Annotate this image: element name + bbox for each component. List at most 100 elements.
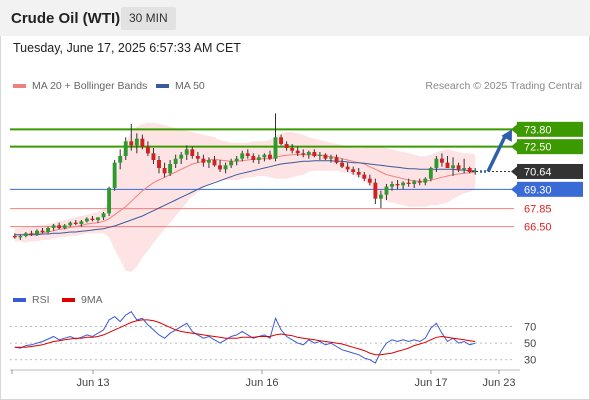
candle-body: [395, 184, 400, 186]
candle-body: [62, 225, 67, 228]
candle-body: [129, 141, 134, 146]
candle-body: [112, 162, 117, 188]
level-label-bg: [517, 121, 583, 137]
candle-body: [162, 168, 167, 174]
level-label-pointer: [511, 124, 517, 135]
candle-body: [384, 186, 389, 195]
legend-ma50: MA 50: [156, 80, 205, 92]
candle-body: [79, 221, 84, 224]
candle-body: [428, 168, 433, 179]
candle-body: [123, 141, 128, 156]
rsi-tick-label: 70: [524, 322, 536, 334]
candle-body: [101, 213, 106, 218]
level-label-bg: [517, 163, 583, 179]
chart-header: Crude Oil (WTI) 30 MIN: [0, 0, 590, 36]
candle-body: [301, 153, 306, 155]
candle-body: [329, 157, 333, 159]
x-tick-label: Jun 17: [414, 377, 447, 389]
candle-body: [323, 154, 328, 159]
level-value-text: 73.80: [524, 124, 552, 136]
interval-badge[interactable]: 30 MIN: [121, 7, 176, 30]
legend-rsi-label: RSI: [32, 294, 50, 306]
rsi-line: [14, 311, 476, 364]
candle-body: [306, 152, 311, 155]
candle-body: [23, 233, 28, 236]
level-label-bg: [517, 181, 583, 197]
candle-body: [157, 160, 161, 168]
candle-body: [434, 158, 439, 168]
candle-body: [373, 182, 378, 199]
candle-body: [84, 218, 89, 222]
level-label-67.85: 67.85: [524, 204, 552, 216]
candle-body: [268, 154, 272, 159]
candle-body: [218, 165, 222, 170]
candle-body: [378, 194, 383, 199]
ma9-swatch: [62, 298, 75, 303]
instrument-title: Crude Oil (WTI): [11, 10, 121, 27]
candle-body: [90, 218, 95, 220]
candle-body: [467, 168, 472, 172]
copyright-text: Research © 2025 Trading Central: [425, 80, 582, 92]
candle-body: [234, 158, 239, 162]
candle-body: [445, 162, 450, 168]
candle-body: [462, 168, 467, 170]
rsi-swatch: [13, 298, 26, 303]
ma50-line: [14, 160, 476, 236]
level-label-72.50: 72.50: [511, 139, 583, 155]
level-value-text: 72.50: [524, 142, 552, 154]
candle-body: [295, 150, 300, 154]
candle-body: [340, 162, 345, 167]
candle-body: [406, 182, 411, 184]
level-label-69.30: 69.30: [511, 181, 583, 197]
candle-body: [256, 157, 261, 160]
candle-body: [223, 165, 228, 170]
candle-body: [284, 144, 289, 148]
rsi-tick-label: 30: [524, 355, 536, 367]
ma20-swatch: [13, 84, 26, 89]
candle-body: [390, 184, 394, 187]
candle-body: [273, 137, 278, 159]
legend-rsi: RSI: [13, 294, 50, 306]
candle-body: [134, 138, 139, 146]
candle-body: [312, 152, 317, 156]
legend-ma20-label: MA 20 + Bollinger Bands: [32, 80, 148, 92]
rsi-9ma-line: [14, 319, 476, 356]
candle-body: [439, 158, 444, 163]
level-value-text: 70.64: [524, 166, 552, 178]
candle-body: [290, 148, 295, 151]
candle-body: [140, 138, 145, 147]
x-tick-label: Jun 16: [245, 377, 278, 389]
candle-body: [179, 154, 184, 159]
candle-body: [451, 165, 455, 168]
candle-body: [29, 233, 34, 235]
candle-body: [168, 164, 173, 174]
candle-body: [334, 157, 339, 163]
level-label-pointer: [511, 166, 517, 177]
candle-body: [417, 181, 422, 183]
candle-body: [151, 153, 156, 160]
level-value-text: 66.50: [524, 222, 552, 234]
candle-body: [456, 165, 461, 170]
candle-body: [229, 161, 234, 166]
candle-body: [473, 170, 478, 172]
candle-body: [240, 153, 245, 159]
forecast-arrowhead: [501, 129, 512, 142]
candle-body: [367, 178, 372, 183]
level-value-text: 69.30: [524, 184, 552, 196]
candle-body: [351, 169, 356, 172]
level-label-bg: [517, 139, 583, 155]
chart-datetime: Tuesday, June 17, 2025 6:57:33 AM CET: [13, 41, 241, 55]
candle-body: [68, 222, 73, 226]
rsi-tick-label: 50: [524, 338, 536, 350]
candle-body: [145, 146, 150, 154]
level-label-pointer: [511, 184, 517, 195]
level-label-70.64: 70.64: [511, 163, 583, 179]
candle-body: [206, 160, 211, 163]
candle-body: [12, 236, 17, 238]
candle-body: [18, 236, 23, 238]
candle-body: [35, 230, 39, 235]
candle-body: [40, 230, 45, 232]
x-tick-label: Jun 13: [76, 377, 109, 389]
candle-body: [184, 149, 189, 155]
